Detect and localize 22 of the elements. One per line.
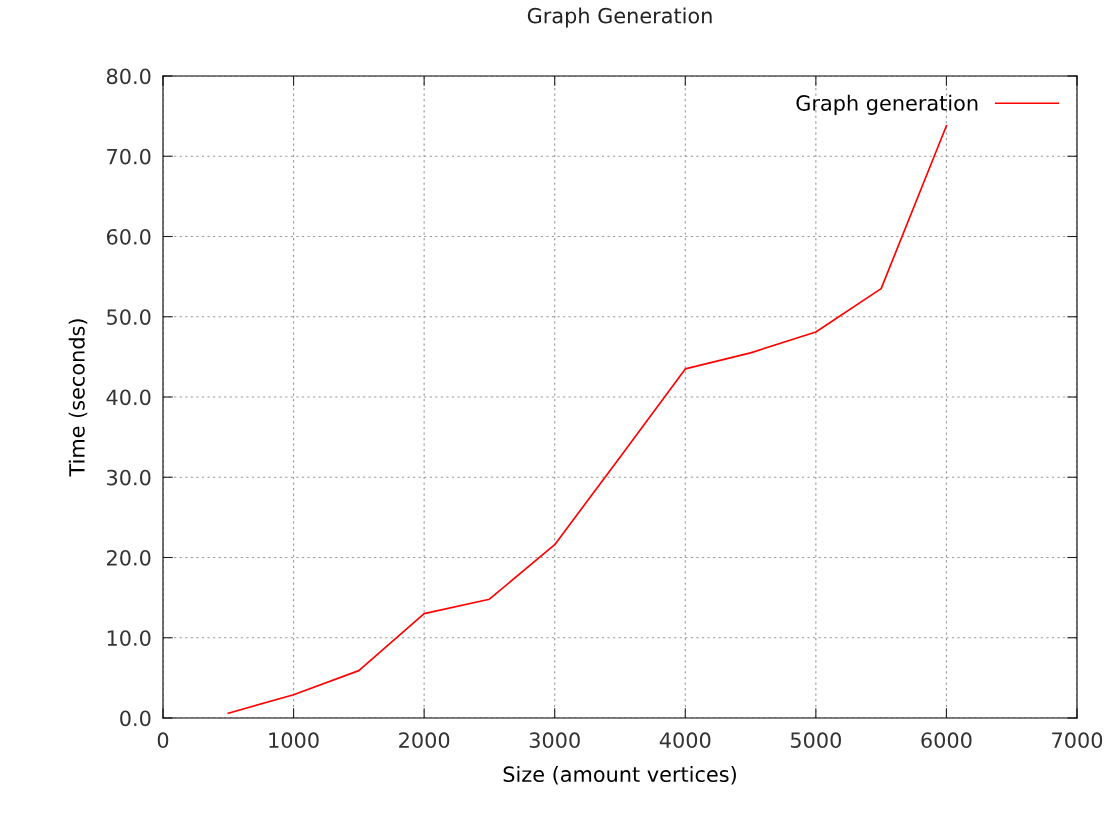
line-series (227, 124, 948, 715)
y-axis-title: Time (seconds) (68, 319, 88, 477)
y-tick-label: 30.0 (107, 469, 151, 486)
y-tick-label: 20.0 (107, 549, 151, 566)
x-tick-label: 7000 (1052, 732, 1103, 749)
x-axis-title: Size (amount vertices) (503, 765, 736, 785)
y-tick-label: 50.0 (107, 309, 151, 325)
y-tick-label: 70.0 (107, 148, 151, 165)
x-tick-label: 2000 (399, 732, 450, 749)
y-tick-label: 0.0 (120, 710, 151, 727)
chart-title: Graph Generation (527, 7, 712, 28)
y-tick-label: 80.0 (106, 68, 151, 85)
x-tick-label: 6000 (921, 732, 972, 749)
x-tick-label: 3000 (529, 732, 580, 749)
legend-label: Graph generation (796, 94, 978, 115)
y-tick-label: 10.0 (107, 630, 151, 646)
x-tick-label: 4000 (659, 732, 711, 749)
x-tick-label: 1000 (269, 732, 319, 749)
y-tick-label: 60.0 (106, 228, 151, 245)
x-tick-label: 5000 (790, 732, 841, 749)
y-tick-label: 40.0 (106, 389, 151, 406)
x-tick-label: 0 (157, 732, 169, 749)
